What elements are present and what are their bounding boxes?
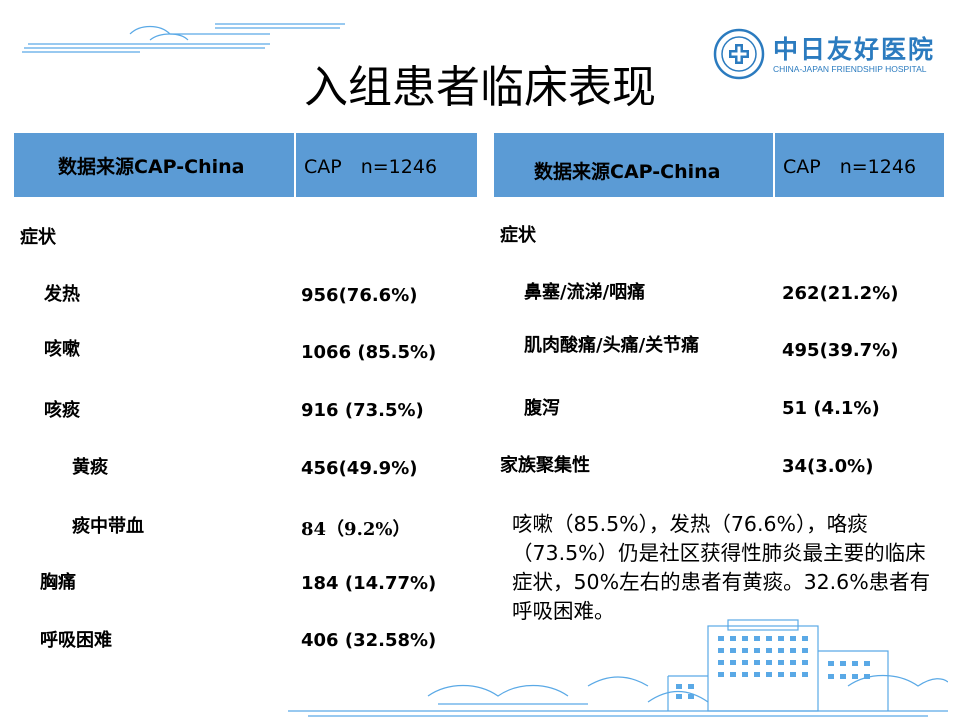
left-row-label: 黄痰	[72, 457, 108, 478]
left-row-value: 406 (32.58%)	[301, 630, 437, 651]
hospital-skyline-decoration	[288, 619, 948, 717]
left-header-cohort: CAP n=1246	[304, 155, 438, 178]
right-row-label: 家族聚集性	[500, 455, 590, 476]
page-title: 入组患者临床表现	[304, 62, 656, 113]
right-header-source: 数据来源CAP-China	[534, 160, 721, 183]
hospital-logo: 中日友好医院 CHINA-JAPAN FRIENDSHIP HOSPITAL	[713, 28, 933, 83]
left-row-value: 84（9.2%）	[301, 519, 411, 540]
right-row-label: 肌肉酸痛/头痛/关节痛	[524, 335, 700, 356]
left-row-value: 956(76.6%)	[301, 285, 418, 306]
left-table-header: 数据来源CAP-China CAP n=1246	[14, 133, 477, 197]
left-row-label: 咳嗽	[44, 339, 80, 360]
right-section-label: 症状	[500, 225, 536, 246]
right-header-cohort: CAP n=1246	[783, 155, 917, 178]
left-row-label: 咳痰	[44, 400, 80, 421]
right-row-value: 262(21.2%)	[782, 283, 899, 304]
summary-note: 咳嗽（85.5%），发热（76.6%），咯痰（73.5%）仍是社区获得性肺炎最主…	[512, 512, 931, 623]
right-row-label: 鼻塞/流涕/咽痛	[524, 282, 646, 303]
right-row-value: 51 (4.1%)	[782, 398, 880, 419]
left-row-value: 456(49.9%)	[301, 458, 418, 479]
left-row-value: 184 (14.77%)	[301, 573, 437, 594]
header-divider	[294, 133, 296, 197]
hospital-emblem-icon	[713, 28, 765, 80]
left-header-source: 数据来源CAP-China	[58, 155, 245, 178]
left-section-label: 症状	[20, 227, 56, 248]
right-row-value: 495(39.7%)	[782, 340, 899, 361]
right-row-value: 34(3.0%)	[782, 456, 874, 477]
right-table-header: 数据来源CAP-China CAP n=1246	[494, 133, 944, 197]
left-row-label: 呼吸困难	[40, 630, 112, 651]
right-row-label: 腹泻	[524, 398, 560, 419]
left-row-value: 1066 (85.5%)	[301, 342, 437, 363]
decorative-cloud-lines	[22, 23, 345, 53]
left-row-label: 胸痛	[40, 572, 76, 593]
left-row-value: 916 (73.5%)	[301, 400, 424, 421]
header-divider	[773, 133, 775, 197]
left-row-label: 发热	[44, 284, 80, 305]
hospital-name-en: CHINA-JAPAN FRIENDSHIP HOSPITAL	[773, 64, 927, 74]
hospital-name-cn: 中日友好医院	[773, 35, 936, 64]
left-row-label: 痰中带血	[72, 516, 144, 537]
